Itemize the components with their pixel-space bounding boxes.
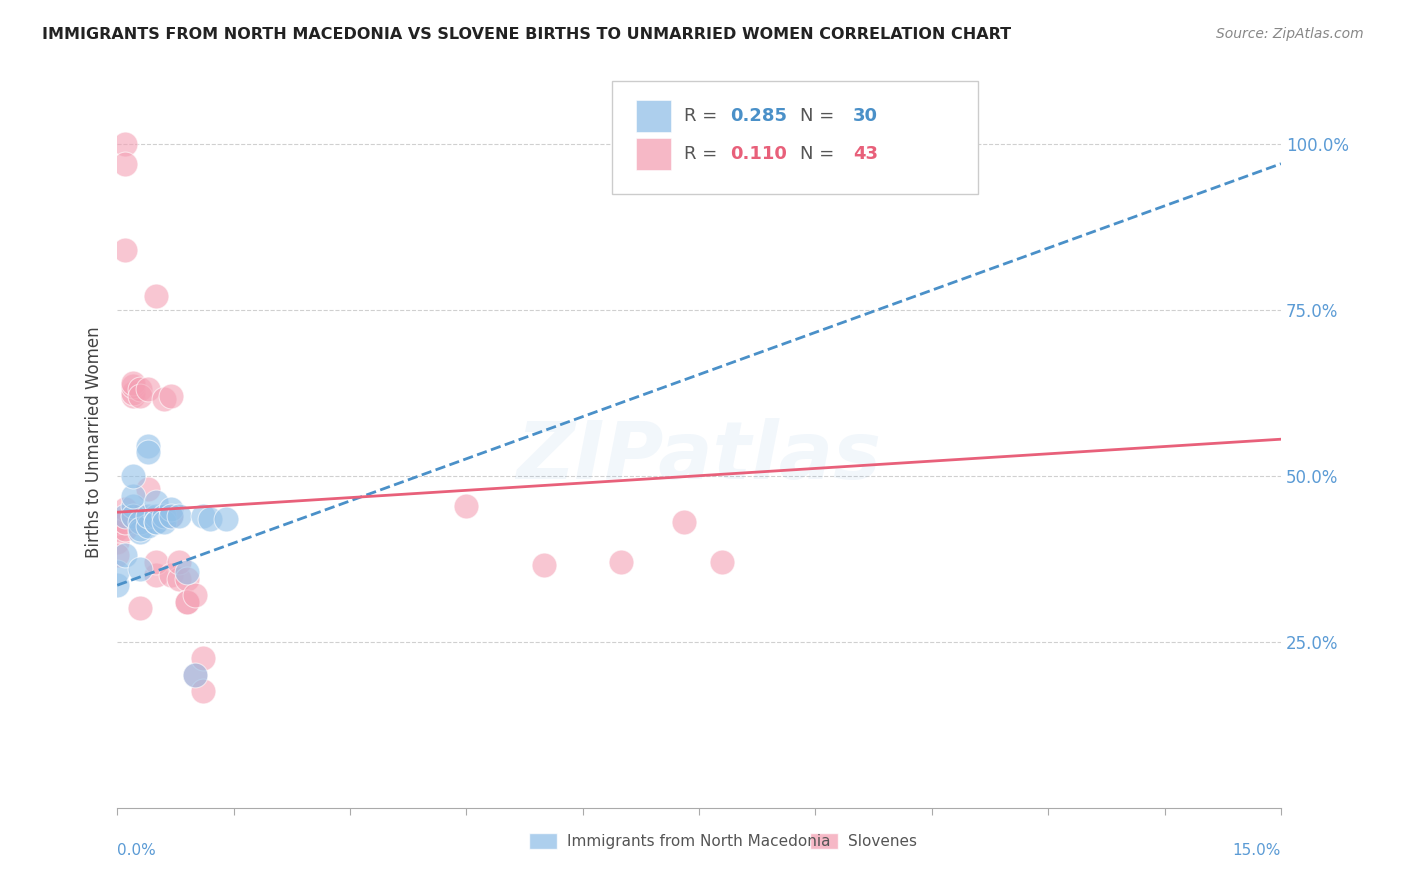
Point [672, 515, 695, 529]
Point [191, 651, 214, 665]
Point [136, 482, 159, 496]
Point [176, 595, 198, 609]
Point [215, 512, 238, 526]
Point [167, 555, 190, 569]
Point [114, 136, 136, 151]
Point [105, 522, 128, 536]
FancyBboxPatch shape [637, 138, 671, 170]
Point [114, 515, 136, 529]
Point [105, 565, 128, 579]
Text: IMMIGRANTS FROM NORTH MACEDONIA VS SLOVENE BIRTHS TO UNMARRIED WOMEN CORRELATION: IMMIGRANTS FROM NORTH MACEDONIA VS SLOVE… [42, 27, 1011, 42]
Point [114, 549, 136, 563]
Text: 30: 30 [852, 107, 877, 125]
Text: Slovenes: Slovenes [848, 834, 917, 849]
Text: 0.285: 0.285 [731, 107, 787, 125]
Text: 15.0%: 15.0% [1233, 843, 1281, 858]
Point [105, 515, 128, 529]
Point [105, 549, 128, 563]
Point [145, 568, 167, 582]
Point [114, 515, 136, 529]
Point [145, 515, 167, 529]
Point [129, 561, 152, 575]
Point [152, 508, 174, 523]
Point [145, 508, 167, 523]
Point [160, 508, 183, 523]
Text: N =: N = [800, 145, 841, 163]
Point [121, 389, 143, 403]
Point [191, 508, 214, 523]
Point [114, 502, 136, 516]
Text: ZIPatlas: ZIPatlas [516, 418, 882, 496]
Y-axis label: Births to Unmarried Women: Births to Unmarried Women [86, 326, 103, 558]
Point [121, 385, 143, 400]
Point [167, 508, 190, 523]
Point [167, 572, 190, 586]
Text: N =: N = [800, 107, 841, 125]
Text: R =: R = [683, 107, 723, 125]
Point [129, 383, 152, 397]
Text: Source: ZipAtlas.com: Source: ZipAtlas.com [1216, 27, 1364, 41]
Point [121, 508, 143, 523]
Point [145, 289, 167, 303]
Point [136, 383, 159, 397]
Point [129, 522, 152, 536]
Point [200, 512, 222, 526]
Point [184, 668, 207, 682]
Point [105, 578, 128, 592]
Point [136, 518, 159, 533]
Point [191, 684, 214, 698]
Point [121, 468, 143, 483]
Point [121, 508, 143, 523]
Point [121, 376, 143, 390]
Point [160, 502, 183, 516]
Point [121, 499, 143, 513]
Text: R =: R = [683, 145, 723, 163]
Point [129, 508, 152, 523]
Point [114, 243, 136, 257]
Point [105, 535, 128, 549]
Point [129, 525, 152, 540]
Point [136, 508, 159, 523]
Point [145, 495, 167, 509]
Text: Immigrants from North Macedonia: Immigrants from North Macedonia [567, 834, 831, 849]
Text: 0.110: 0.110 [731, 145, 787, 163]
Point [160, 508, 183, 523]
FancyBboxPatch shape [612, 81, 979, 194]
Point [160, 389, 183, 403]
Point [176, 572, 198, 586]
Point [114, 522, 136, 536]
Point [129, 389, 152, 403]
Point [129, 515, 152, 529]
Point [114, 508, 136, 523]
Point [184, 588, 207, 602]
Point [136, 445, 159, 459]
Text: 0.0%: 0.0% [117, 843, 156, 858]
Text: 43: 43 [852, 145, 877, 163]
Point [176, 565, 198, 579]
Point [145, 515, 167, 529]
Point [152, 515, 174, 529]
Point [145, 555, 167, 569]
Point [121, 489, 143, 503]
Point [121, 379, 143, 393]
Point [152, 392, 174, 407]
Point [176, 595, 198, 609]
Point [136, 439, 159, 453]
Point [456, 499, 478, 513]
Point [610, 555, 633, 569]
Point [129, 601, 152, 615]
Point [114, 157, 136, 171]
Point [184, 668, 207, 682]
Point [160, 568, 183, 582]
Point [533, 558, 555, 573]
Point [711, 555, 734, 569]
FancyBboxPatch shape [637, 100, 671, 132]
